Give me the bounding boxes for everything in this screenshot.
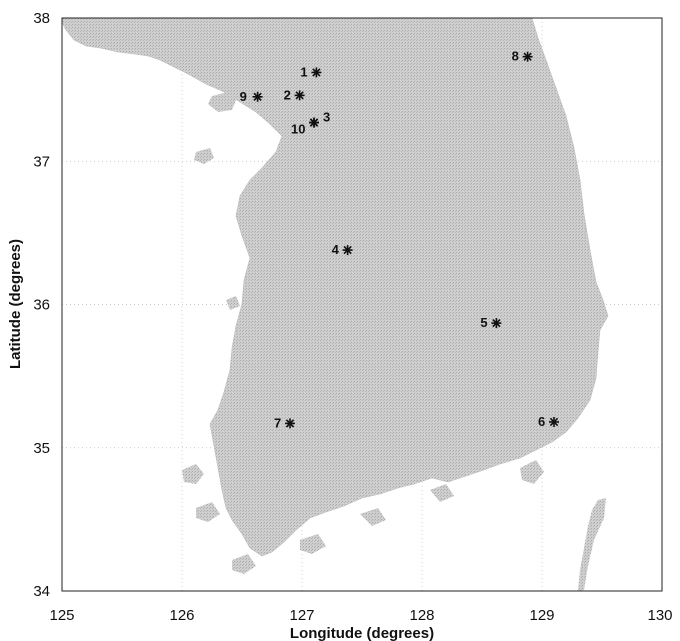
station-marker-6 (549, 416, 559, 427)
land-mainland (61, 17, 609, 557)
station-label-5: 5 (480, 315, 487, 330)
y-tick-label-35: 35 (33, 440, 50, 457)
station-marker-5 (491, 318, 502, 329)
station-label-10: 10 (291, 122, 305, 137)
land-island-south-3 (430, 484, 454, 502)
y-tick-label-37: 37 (33, 153, 50, 170)
stations: 12 3 10 4 5 6 7 8 9 (240, 49, 559, 430)
station-2: 2 (284, 87, 305, 102)
plot-frame (61, 17, 663, 592)
land-island-sw-3 (232, 554, 256, 574)
station-label-2: 2 (284, 87, 291, 102)
land-island-sw-1 (182, 464, 204, 484)
station-marker-7 (285, 418, 295, 429)
y-tick-label-38: 38 (33, 10, 50, 27)
x-axis-label: Longitude (degrees) (290, 625, 434, 641)
x-tick-label-130: 130 (647, 607, 672, 624)
land-island-ganghwa (208, 92, 236, 112)
land-island-sw-2 (196, 502, 220, 522)
station-marker-4 (342, 245, 353, 256)
station-marker-2 (294, 90, 305, 101)
station-4: 4 (332, 242, 353, 257)
y-axis-label: Latitude (degrees) (7, 239, 24, 369)
land-island-tsushima (578, 498, 606, 591)
station-5: 5 (480, 315, 502, 330)
plot-area: 12 3 10 4 5 6 7 8 9 (61, 17, 663, 592)
land-island-west-1 (194, 148, 214, 164)
y-tick-label-36: 36 (33, 297, 50, 314)
x-tick-label-129: 129 (529, 607, 554, 624)
land-island-west-2 (226, 296, 240, 310)
land-island-geoje (520, 460, 544, 484)
land-island-south-1 (300, 534, 326, 554)
station-7: 7 (274, 415, 295, 430)
x-tick-label-125: 125 (49, 607, 74, 624)
station-marker-9 (252, 91, 263, 102)
station-marker-1 (311, 67, 322, 78)
land-island-south-2 (360, 508, 386, 526)
station-1: 1 (300, 64, 322, 79)
station-marker-10 (309, 117, 319, 128)
land-island-nw-corner (62, 18, 92, 32)
station-label-4: 4 (332, 242, 340, 257)
y-tick-label-34: 34 (33, 583, 50, 600)
station-label-9: 9 (240, 89, 247, 104)
station-label-1: 1 (300, 64, 307, 79)
station-6: 6 (538, 414, 559, 429)
station-8: 8 (512, 49, 533, 64)
x-tick-label-126: 126 (169, 607, 194, 624)
station-label-6: 6 (538, 414, 545, 429)
station-marker-8 (522, 51, 533, 62)
station-10: 10 (291, 117, 319, 137)
station-9: 9 (240, 89, 263, 104)
station-label-7: 7 (274, 415, 281, 430)
y-tick-labels: 34 35 36 37 38 (33, 10, 50, 600)
x-tick-labels: 125 126 127 128 129 130 (49, 607, 672, 624)
station-label-3: 3 (323, 110, 330, 125)
x-tick-label-127: 127 (289, 607, 314, 624)
station-label-8: 8 (512, 49, 519, 64)
x-tick-label-128: 128 (409, 607, 434, 624)
